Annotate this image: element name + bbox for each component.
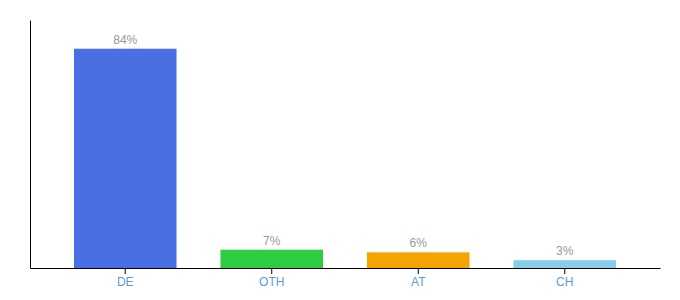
x-tick: AT [411, 268, 426, 289]
x-tick-mark [564, 268, 565, 274]
data-labels: 84% 7% 6% 3% [113, 33, 574, 258]
data-label: 84% [113, 33, 137, 47]
x-tick: CH [556, 268, 573, 289]
x-tick-mark [271, 268, 272, 274]
plot-area: DE OTH AT CH 84% 7% 6% 3% [31, 21, 661, 289]
x-tick-label: AT [411, 275, 426, 289]
x-tick: DE [117, 268, 134, 289]
x-tick-label: CH [556, 275, 573, 289]
bar [513, 260, 616, 268]
x-tick-mark [125, 268, 126, 274]
y-axis-line [30, 21, 31, 269]
x-tick-label: OTH [259, 275, 284, 289]
data-label: 6% [410, 236, 428, 250]
x-tick-label: DE [117, 275, 134, 289]
data-label: 7% [263, 234, 281, 248]
bar [367, 252, 470, 268]
bar [220, 250, 323, 268]
chart: DE OTH AT CH 84% 7% 6% 3% [0, 0, 680, 300]
y-axis [30, 21, 31, 269]
x-axis: DE OTH AT CH [31, 268, 661, 289]
x-tick-mark [418, 268, 419, 274]
x-tick: OTH [259, 268, 284, 289]
bar [74, 49, 177, 268]
data-label: 3% [556, 244, 574, 258]
bars [74, 49, 616, 268]
